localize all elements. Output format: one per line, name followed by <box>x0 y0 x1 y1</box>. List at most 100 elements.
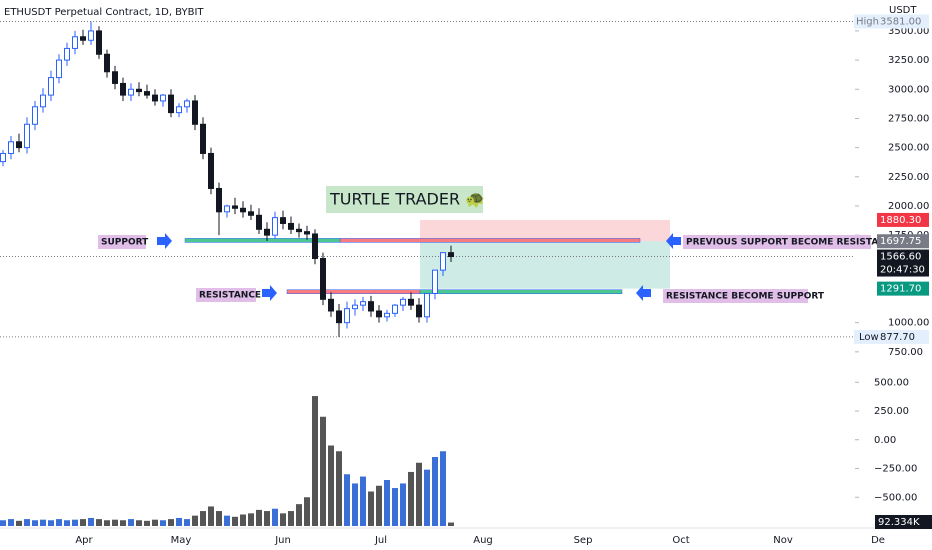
volume-bar <box>368 491 374 526</box>
candle-body <box>96 30 102 55</box>
arrow <box>262 285 277 301</box>
volume-bar <box>416 462 422 526</box>
x-tick-label: Jun <box>274 535 291 546</box>
volume-bar <box>200 511 206 526</box>
candle-body <box>120 82 126 96</box>
volume-bar <box>448 522 454 526</box>
candle-body <box>328 298 334 312</box>
marker-name-box <box>854 14 878 29</box>
volume-bar <box>280 513 286 526</box>
countdown: 20:47:30 <box>880 265 925 276</box>
candle-body <box>184 100 190 108</box>
volume-label: 92.334K <box>878 517 920 528</box>
price-box-label: 1880.30 <box>880 215 921 226</box>
volume-box <box>875 515 932 529</box>
price-box-label: 3581.00 <box>880 16 921 27</box>
candle-body <box>288 222 294 230</box>
candle-body <box>224 205 230 213</box>
volume-bar <box>248 513 254 526</box>
volume-bar <box>440 451 446 526</box>
candle-body <box>240 207 246 213</box>
candle-body <box>368 301 374 312</box>
chart-title: ETHUSDT Perpetual Contract, 1D, BYBIT <box>4 7 204 18</box>
volume-bar <box>328 445 334 526</box>
candle-body <box>360 301 366 306</box>
volume-bar <box>256 509 262 526</box>
y-tick-label: 2250.00 <box>888 172 929 183</box>
candle-body <box>392 304 398 314</box>
marker-name: Low <box>859 332 879 343</box>
volume-bar <box>104 520 110 526</box>
price-box-label: 877.70 <box>880 332 915 343</box>
volume-bar <box>136 520 142 526</box>
volume-bar <box>360 476 366 526</box>
headline: TURTLE TRADER 🐢 <box>329 190 485 209</box>
y-tick-label: 3000.00 <box>888 84 929 95</box>
candle-body <box>168 94 174 114</box>
y-tick-label: 2750.00 <box>888 113 929 124</box>
candle-body <box>192 100 198 125</box>
x-tick-label: Apr <box>75 535 93 546</box>
candle-body <box>0 152 6 163</box>
volume-bar <box>112 519 118 526</box>
x-tick-label: Aug <box>473 535 493 546</box>
volume-bar <box>64 520 70 526</box>
volume-bar <box>336 451 342 526</box>
candle-body <box>400 298 406 306</box>
price-box <box>877 212 929 227</box>
candle-body <box>424 292 430 318</box>
volume-bar <box>352 483 358 526</box>
candle-body <box>40 94 46 108</box>
volume-bar <box>384 480 390 526</box>
volume-bar <box>176 517 182 526</box>
y-tick-label: 3500.00 <box>888 26 929 37</box>
y-tick-label: 1000.00 <box>888 318 929 329</box>
price-box-label: 1566.60 <box>880 252 921 263</box>
y2-tick-label: 0.00 <box>874 435 896 446</box>
candle-body <box>88 30 94 41</box>
volume-bar <box>192 515 198 526</box>
x-tick-label: May <box>171 535 192 546</box>
price-box <box>877 234 929 249</box>
price-box <box>877 281 929 296</box>
candle-body <box>136 88 142 93</box>
y2-tick-label: −250.00 <box>874 464 917 475</box>
y2-tick-label: 250.00 <box>874 406 909 417</box>
volume-bar <box>32 520 38 526</box>
volume-bar <box>48 520 54 526</box>
volume-bar <box>224 515 230 526</box>
resistance-line <box>286 289 421 294</box>
volume-bar <box>320 416 326 526</box>
volume-bar <box>392 488 398 526</box>
candle-body <box>112 71 118 84</box>
annotation: PREVIOUS SUPPORT BECOME RESISTANCE <box>686 238 899 248</box>
annotation-box <box>196 288 256 302</box>
price-box <box>877 249 929 277</box>
volume-bar <box>56 519 62 526</box>
candle-body <box>200 123 206 154</box>
candle-body <box>232 205 238 209</box>
candle-body <box>432 269 438 294</box>
volume-bar <box>344 474 350 526</box>
candle-body <box>216 187 222 213</box>
volume-bar <box>152 519 158 526</box>
volume-bar <box>208 506 214 526</box>
price-box <box>877 14 929 29</box>
volume-bar <box>232 516 238 526</box>
volume-bar <box>184 519 190 526</box>
volume-bar <box>272 508 278 526</box>
candle-body <box>208 152 214 189</box>
candle-body <box>320 257 326 300</box>
annotation-box <box>98 235 146 249</box>
y2-tick-label: −500.00 <box>874 492 917 503</box>
y-tick-label: 2500.00 <box>888 143 929 154</box>
candle-body <box>80 36 86 41</box>
volume-bar <box>144 520 150 526</box>
candle-body <box>408 298 414 306</box>
candle-body <box>416 304 422 318</box>
candle-body <box>352 304 358 310</box>
volume-bar <box>168 519 174 526</box>
volume-bar <box>88 517 94 526</box>
volume-bar <box>0 520 6 526</box>
candle-body <box>336 310 342 324</box>
